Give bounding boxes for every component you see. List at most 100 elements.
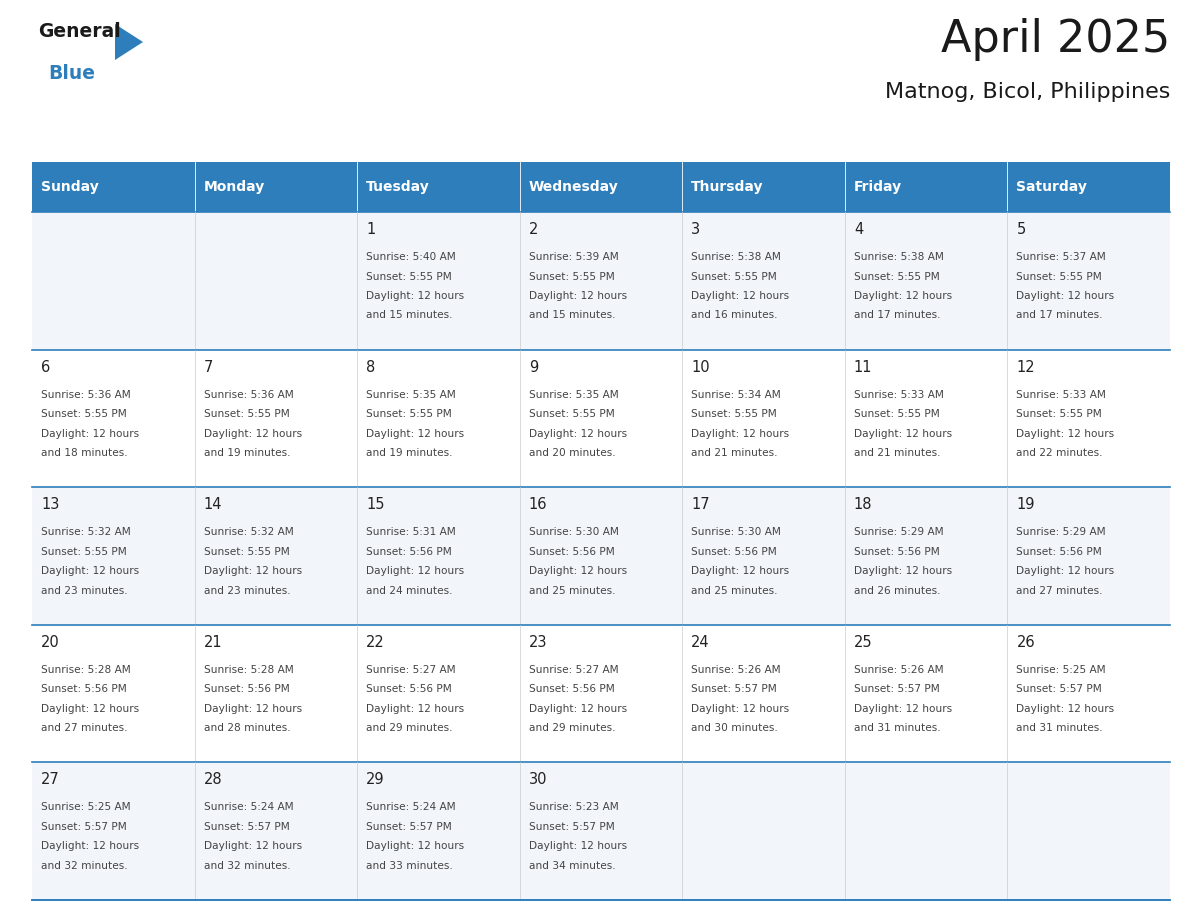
Text: Daylight: 12 hours: Daylight: 12 hours (691, 704, 789, 714)
Text: Sunrise: 5:24 AM: Sunrise: 5:24 AM (203, 802, 293, 812)
Text: 18: 18 (854, 498, 872, 512)
Bar (32, 212, 1170, 350)
Text: Sunset: 5:56 PM: Sunset: 5:56 PM (691, 547, 777, 556)
Text: 26: 26 (1017, 635, 1035, 650)
Text: Daylight: 12 hours: Daylight: 12 hours (1017, 429, 1114, 439)
Text: Daylight: 12 hours: Daylight: 12 hours (529, 429, 627, 439)
Text: Sunset: 5:55 PM: Sunset: 5:55 PM (854, 272, 940, 282)
Text: Daylight: 12 hours: Daylight: 12 hours (529, 842, 627, 851)
Text: Daylight: 12 hours: Daylight: 12 hours (1017, 291, 1114, 301)
Text: Sunset: 5:57 PM: Sunset: 5:57 PM (1017, 684, 1102, 694)
Text: Sunset: 5:55 PM: Sunset: 5:55 PM (529, 272, 614, 282)
Text: Sunrise: 5:32 AM: Sunrise: 5:32 AM (42, 527, 131, 537)
Text: Sunrise: 5:23 AM: Sunrise: 5:23 AM (529, 802, 619, 812)
Text: 19: 19 (1017, 498, 1035, 512)
Text: 11: 11 (854, 360, 872, 375)
Text: and 27 minutes.: and 27 minutes. (42, 723, 127, 733)
Text: and 19 minutes.: and 19 minutes. (203, 448, 290, 458)
Text: 16: 16 (529, 498, 548, 512)
Text: Daylight: 12 hours: Daylight: 12 hours (366, 842, 465, 851)
Text: Daylight: 12 hours: Daylight: 12 hours (42, 566, 139, 577)
Text: Sunset: 5:57 PM: Sunset: 5:57 PM (366, 822, 451, 832)
Text: Sunrise: 5:27 AM: Sunrise: 5:27 AM (366, 665, 456, 675)
Text: Sunset: 5:55 PM: Sunset: 5:55 PM (203, 409, 290, 420)
Text: 2: 2 (529, 222, 538, 237)
Bar (32, 763, 1170, 900)
Text: 22: 22 (366, 635, 385, 650)
Text: 21: 21 (203, 635, 222, 650)
Text: Sunrise: 5:26 AM: Sunrise: 5:26 AM (691, 665, 781, 675)
Text: 28: 28 (203, 772, 222, 788)
Text: Sunset: 5:55 PM: Sunset: 5:55 PM (1017, 272, 1102, 282)
Bar (32, 162, 195, 212)
Text: Sunrise: 5:29 AM: Sunrise: 5:29 AM (1017, 527, 1106, 537)
Text: Daylight: 12 hours: Daylight: 12 hours (691, 291, 789, 301)
Text: 30: 30 (529, 772, 548, 788)
Text: 24: 24 (691, 635, 710, 650)
Text: and 33 minutes.: and 33 minutes. (366, 861, 453, 871)
Text: and 21 minutes.: and 21 minutes. (854, 448, 941, 458)
Text: Sunrise: 5:37 AM: Sunrise: 5:37 AM (1017, 252, 1106, 262)
Text: 7: 7 (203, 360, 213, 375)
Text: Sunrise: 5:28 AM: Sunrise: 5:28 AM (203, 665, 293, 675)
Text: and 29 minutes.: and 29 minutes. (366, 723, 453, 733)
Text: Sunset: 5:57 PM: Sunset: 5:57 PM (42, 822, 127, 832)
Polygon shape (115, 24, 143, 60)
Text: Sunset: 5:56 PM: Sunset: 5:56 PM (366, 547, 451, 556)
Text: Sunset: 5:55 PM: Sunset: 5:55 PM (691, 409, 777, 420)
Text: and 26 minutes.: and 26 minutes. (854, 586, 941, 596)
Text: Daylight: 12 hours: Daylight: 12 hours (529, 291, 627, 301)
Text: Sunrise: 5:31 AM: Sunrise: 5:31 AM (366, 527, 456, 537)
Text: Sunrise: 5:35 AM: Sunrise: 5:35 AM (366, 389, 456, 399)
Text: Sunrise: 5:39 AM: Sunrise: 5:39 AM (529, 252, 619, 262)
Text: Sunset: 5:56 PM: Sunset: 5:56 PM (529, 684, 614, 694)
Text: Sunrise: 5:25 AM: Sunrise: 5:25 AM (42, 802, 131, 812)
Text: Sunset: 5:57 PM: Sunset: 5:57 PM (529, 822, 614, 832)
Text: Daylight: 12 hours: Daylight: 12 hours (854, 291, 952, 301)
Text: Daylight: 12 hours: Daylight: 12 hours (203, 566, 302, 577)
Text: Daylight: 12 hours: Daylight: 12 hours (42, 429, 139, 439)
Text: Sunset: 5:55 PM: Sunset: 5:55 PM (691, 272, 777, 282)
Text: Sunset: 5:57 PM: Sunset: 5:57 PM (691, 684, 777, 694)
Text: Daylight: 12 hours: Daylight: 12 hours (203, 842, 302, 851)
Text: Sunrise: 5:36 AM: Sunrise: 5:36 AM (42, 389, 131, 399)
Text: Sunset: 5:55 PM: Sunset: 5:55 PM (366, 409, 451, 420)
Text: Sunrise: 5:35 AM: Sunrise: 5:35 AM (529, 389, 619, 399)
Text: General: General (38, 22, 121, 41)
Text: Daylight: 12 hours: Daylight: 12 hours (42, 704, 139, 714)
Text: Wednesday: Wednesday (529, 180, 619, 194)
Text: Friday: Friday (854, 180, 902, 194)
Text: and 20 minutes.: and 20 minutes. (529, 448, 615, 458)
Text: and 27 minutes.: and 27 minutes. (1017, 586, 1102, 596)
Bar (32, 350, 1170, 487)
Text: and 22 minutes.: and 22 minutes. (1017, 448, 1102, 458)
Text: Daylight: 12 hours: Daylight: 12 hours (366, 429, 465, 439)
Text: Sunset: 5:57 PM: Sunset: 5:57 PM (203, 822, 290, 832)
Text: 14: 14 (203, 498, 222, 512)
Text: Sunrise: 5:28 AM: Sunrise: 5:28 AM (42, 665, 131, 675)
Text: Daylight: 12 hours: Daylight: 12 hours (854, 429, 952, 439)
Bar (32, 487, 1170, 625)
Text: and 19 minutes.: and 19 minutes. (366, 448, 453, 458)
Text: Daylight: 12 hours: Daylight: 12 hours (1017, 566, 1114, 577)
Text: Sunset: 5:56 PM: Sunset: 5:56 PM (366, 684, 451, 694)
Text: and 28 minutes.: and 28 minutes. (203, 723, 290, 733)
Text: Saturday: Saturday (1017, 180, 1087, 194)
Bar (358, 162, 519, 212)
Bar (1007, 162, 1170, 212)
Text: Daylight: 12 hours: Daylight: 12 hours (854, 566, 952, 577)
Text: Sunset: 5:55 PM: Sunset: 5:55 PM (42, 547, 127, 556)
Text: Sunset: 5:56 PM: Sunset: 5:56 PM (854, 547, 940, 556)
Text: Daylight: 12 hours: Daylight: 12 hours (366, 291, 465, 301)
Text: Sunrise: 5:32 AM: Sunrise: 5:32 AM (203, 527, 293, 537)
Text: and 16 minutes.: and 16 minutes. (691, 310, 778, 320)
Text: 10: 10 (691, 360, 710, 375)
Text: Sunset: 5:55 PM: Sunset: 5:55 PM (1017, 409, 1102, 420)
Text: and 17 minutes.: and 17 minutes. (854, 310, 941, 320)
Text: Sunrise: 5:24 AM: Sunrise: 5:24 AM (366, 802, 456, 812)
Text: and 21 minutes.: and 21 minutes. (691, 448, 778, 458)
Text: 1: 1 (366, 222, 375, 237)
Text: 27: 27 (42, 772, 59, 788)
Text: and 31 minutes.: and 31 minutes. (854, 723, 941, 733)
Text: Sunrise: 5:25 AM: Sunrise: 5:25 AM (1017, 665, 1106, 675)
